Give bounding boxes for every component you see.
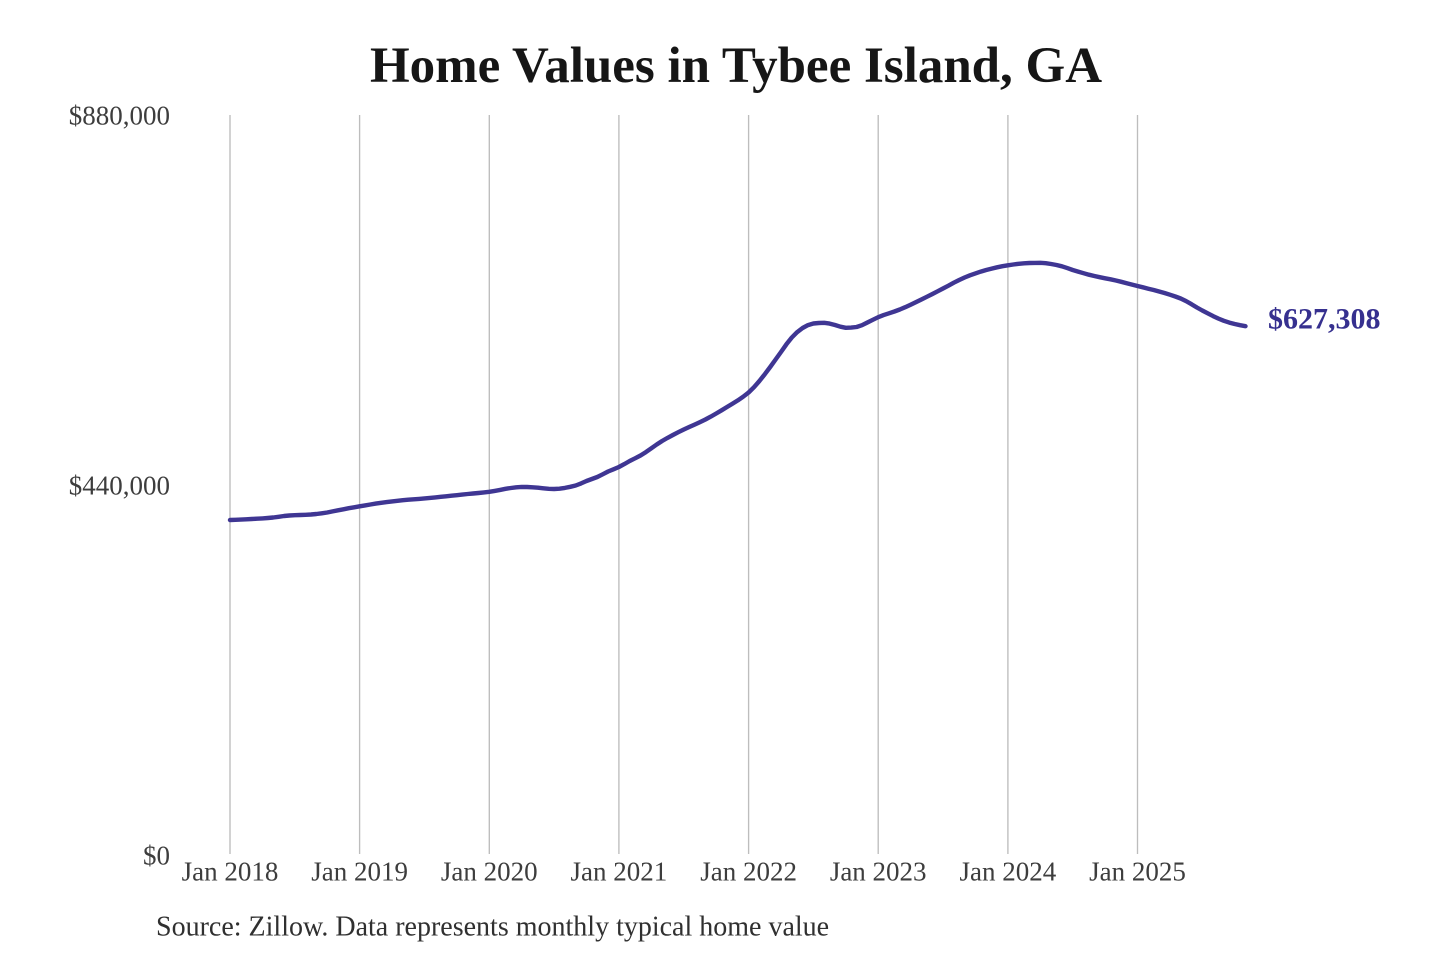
svg-text:Jan 2025: Jan 2025 — [1089, 857, 1186, 887]
svg-text:Source: Zillow. Data represent: Source: Zillow. Data represents monthly … — [156, 912, 829, 943]
svg-text:$880,000: $880,000 — [69, 100, 170, 130]
svg-text:Jan 2023: Jan 2023 — [830, 857, 927, 887]
svg-text:$627,308: $627,308 — [1268, 303, 1381, 336]
svg-text:Jan 2022: Jan 2022 — [700, 857, 797, 887]
svg-text:Home Values in Tybee Island, G: Home Values in Tybee Island, GA — [370, 38, 1102, 94]
svg-text:Jan 2020: Jan 2020 — [441, 857, 538, 887]
svg-text:Jan 2018: Jan 2018 — [182, 857, 279, 887]
svg-text:$0: $0 — [143, 840, 170, 870]
svg-text:Jan 2021: Jan 2021 — [571, 857, 668, 887]
svg-text:Jan 2019: Jan 2019 — [311, 857, 408, 887]
svg-text:Jan 2024: Jan 2024 — [960, 857, 1057, 887]
svg-text:$440,000: $440,000 — [69, 470, 170, 500]
